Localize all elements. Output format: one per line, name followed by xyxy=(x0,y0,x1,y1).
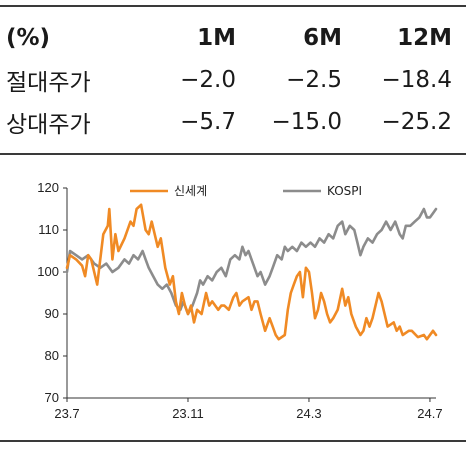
x-tick-label: 23.11 xyxy=(172,406,204,421)
table-header-row: (%) 1M 6M 12M xyxy=(6,17,452,59)
y-tick-label: 70 xyxy=(45,390,59,405)
row-label-relative: 상대주가 xyxy=(6,112,91,138)
y-tick-label: 80 xyxy=(45,348,59,363)
cell-relative-6m: −15.0 xyxy=(271,109,342,135)
cell-absolute-6m: −2.5 xyxy=(286,67,342,93)
header-6m: 6M xyxy=(303,25,342,51)
chart-series xyxy=(65,203,438,341)
series-line-kospi xyxy=(65,207,438,316)
cell-relative-1m: −5.7 xyxy=(180,109,236,135)
top-rule xyxy=(0,5,466,7)
header-1m: 1M xyxy=(197,25,236,51)
row-label-absolute: 절대주가 xyxy=(6,70,91,96)
legend-label: 신세계 xyxy=(174,184,207,198)
cell-relative-12m: −25.2 xyxy=(381,109,452,135)
legend-label: KOSPI xyxy=(327,184,362,198)
x-tick-label: 24.7 xyxy=(417,406,442,421)
table-row: 상대주가 −5.7 −15.0 −25.2 xyxy=(6,101,452,143)
series-line-shinsegae xyxy=(65,203,438,341)
performance-table: (%) 1M 6M 12M 절대주가 −2.0 −2.5 −18.4 상대주가 … xyxy=(6,17,452,143)
middle-rule xyxy=(0,153,466,155)
cell-absolute-1m: −2.0 xyxy=(180,67,236,93)
x-tick-label: 24.3 xyxy=(296,406,321,421)
header-unit: (%) xyxy=(6,25,51,51)
y-tick-label: 120 xyxy=(37,180,59,195)
x-tick-label: 23.7 xyxy=(54,406,79,421)
chart-legend: 신세계 KOSPI xyxy=(130,184,362,198)
cell-absolute-12m: −18.4 xyxy=(381,67,452,93)
y-tick-label: 90 xyxy=(45,306,59,321)
y-tick-label: 110 xyxy=(38,222,59,237)
table-row: 절대주가 −2.0 −2.5 −18.4 xyxy=(6,59,452,101)
bottom-rule xyxy=(0,440,466,442)
header-12m: 12M xyxy=(397,25,452,51)
y-tick-label: 100 xyxy=(37,264,59,279)
